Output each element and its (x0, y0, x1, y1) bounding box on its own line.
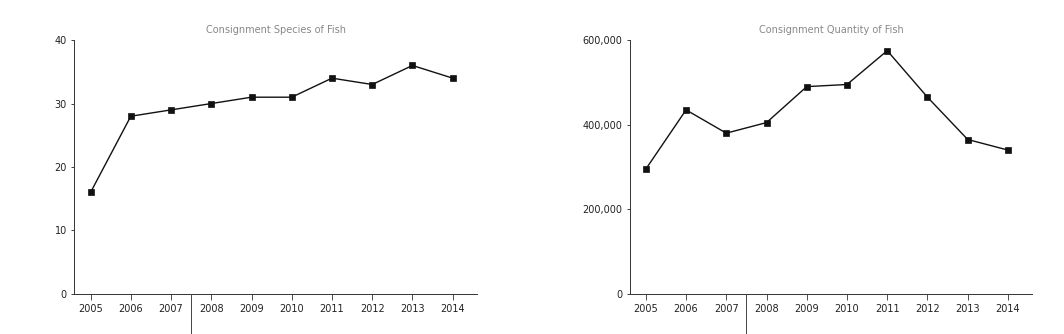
Title: Consignment Species of Fish: Consignment Species of Fish (205, 25, 346, 35)
Title: Consignment Quantity of Fish: Consignment Quantity of Fish (759, 25, 903, 35)
